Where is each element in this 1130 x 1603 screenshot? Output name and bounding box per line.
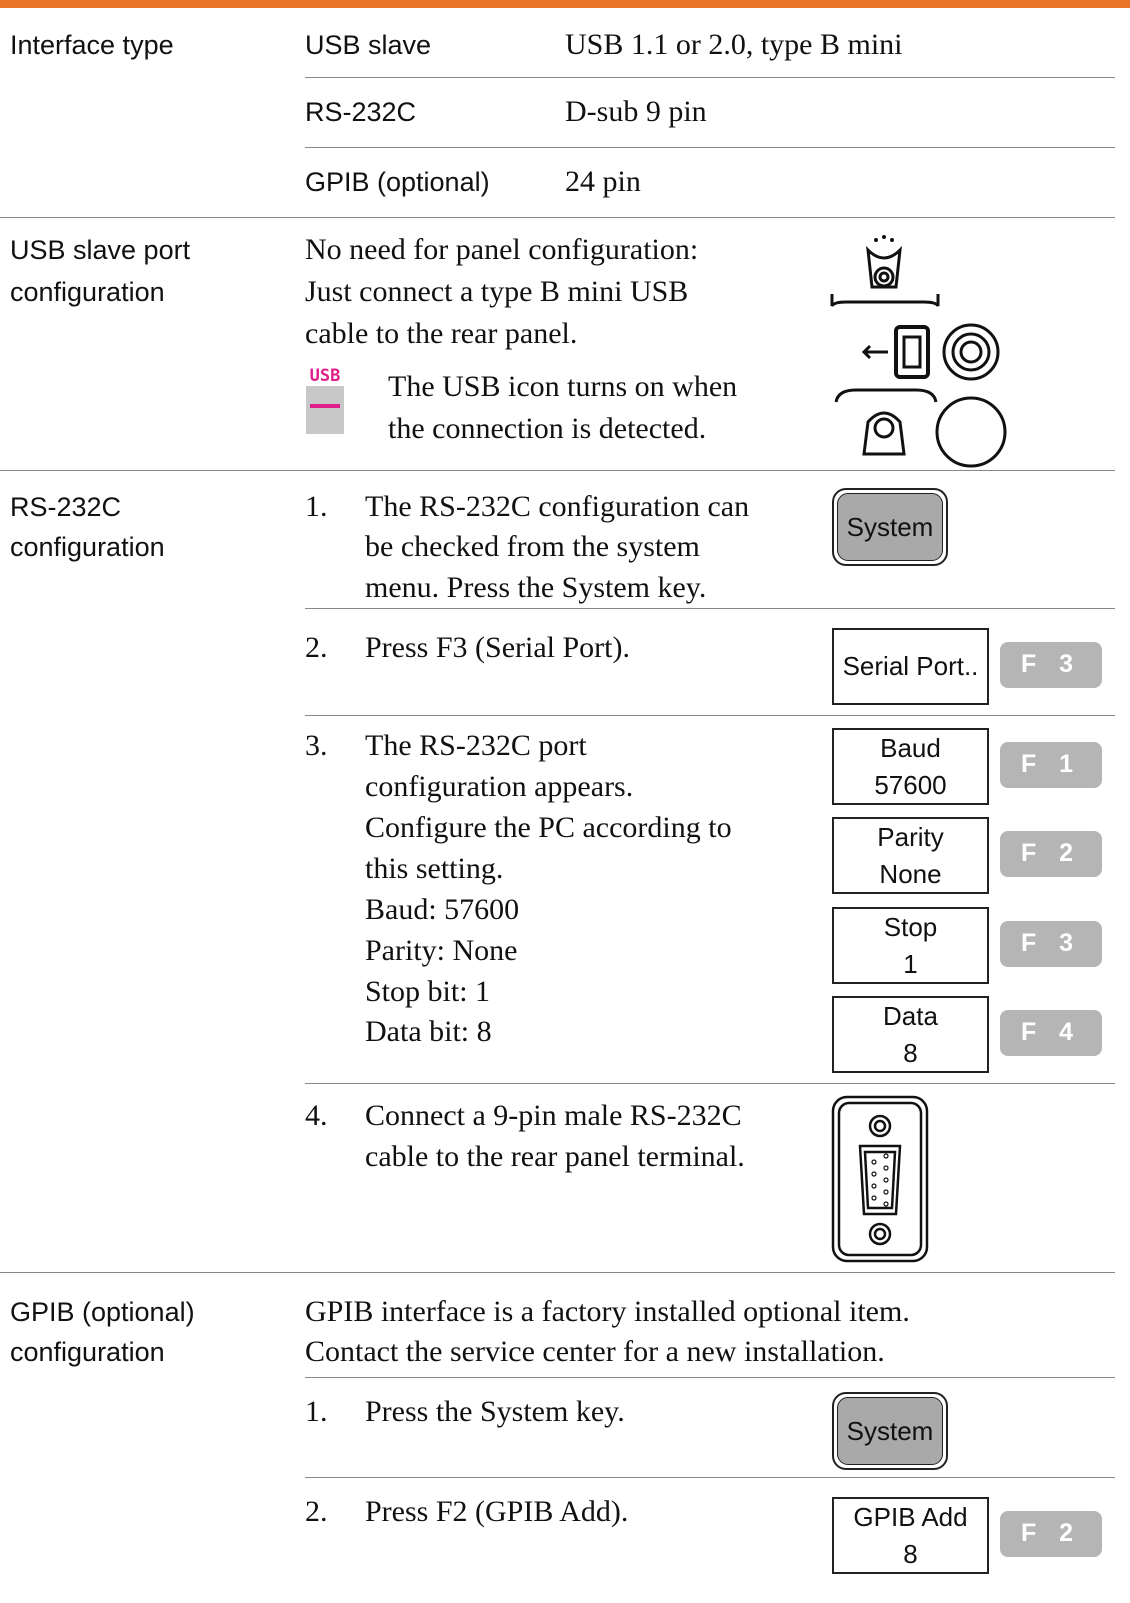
step-text: Configure the PC according to [365, 811, 732, 844]
function-key: F 3 [1000, 920, 1102, 967]
step-text: Stop bit: 1 [365, 975, 491, 1008]
step-number: 3. [305, 729, 328, 762]
row-label: configuration [10, 532, 165, 562]
row-label: RS-232C [10, 492, 122, 522]
softkey-label: 8 [903, 1037, 918, 1068]
row-label: USB slave port [10, 235, 191, 265]
function-key: F 3 [1000, 641, 1102, 688]
function-key: F 2 [1000, 830, 1102, 877]
interface-name: USB slave [305, 30, 432, 60]
softkey-label: Parity [877, 821, 944, 852]
body-text: GPIB interface is a factory installed op… [305, 1295, 910, 1328]
row-label: GPIB (optional) [10, 1297, 195, 1327]
step-text: The RS-232C port [365, 729, 587, 762]
divider [0, 217, 1115, 218]
usb-panel-image [830, 235, 1007, 468]
body-text: Just connect a type B mini USB [305, 275, 689, 308]
softkey: Data 8 [832, 996, 989, 1073]
step-number: 4. [305, 1099, 328, 1132]
interface-name: GPIB (optional) [305, 167, 490, 197]
step-text: menu. Press the System key. [365, 571, 707, 604]
softkey: Stop 1 [832, 907, 989, 984]
function-key: F 1 [1000, 741, 1102, 788]
step-text: Press F2 (GPIB Add). [365, 1495, 629, 1528]
softkey: Parity None [832, 817, 989, 894]
step-text: Data bit: 8 [365, 1015, 492, 1048]
step-text: Baud: 57600 [365, 893, 520, 926]
interface-value: D-sub 9 pin [565, 95, 707, 128]
step-text: Parity: None [365, 934, 518, 967]
softkey-label: GPIB Add [853, 1501, 968, 1532]
divider [305, 715, 1115, 716]
softkey-label: Stop [883, 911, 938, 942]
step-text: cable to the rear panel terminal. [365, 1140, 745, 1173]
step-text: be checked from the system [365, 530, 700, 563]
step-number: 1. [305, 490, 328, 523]
interface-value: 24 pin [565, 165, 641, 198]
softkey-label: Data [883, 1000, 938, 1031]
db9-connector-image [831, 1095, 929, 1263]
step-text: this setting. [365, 852, 504, 885]
softkey-label: 57600 [874, 769, 947, 800]
usb-icon: USB [306, 366, 344, 434]
softkey: Serial Port.. [832, 628, 989, 705]
divider [0, 470, 1115, 471]
key-label: System [837, 493, 943, 561]
note-text: The USB icon turns on when [388, 370, 738, 403]
row-label: Interface type [10, 30, 174, 60]
softkey-label: Serial Port.. [842, 651, 979, 681]
usb-icon-text: USB [306, 366, 344, 386]
divider [305, 608, 1115, 609]
divider [305, 1477, 1115, 1478]
softkey: Baud 57600 [832, 728, 989, 805]
system-key: System [832, 1392, 948, 1470]
divider [305, 147, 1115, 148]
top-bar [0, 0, 1130, 8]
softkey-label: 8 [903, 1538, 918, 1569]
step-text: configuration appears. [365, 770, 634, 803]
step-number: 2. [305, 1495, 328, 1528]
softkey-label: 1 [903, 948, 918, 979]
key-label: System [837, 1397, 943, 1465]
divider [0, 1272, 1115, 1273]
step-text: Press the System key. [365, 1395, 625, 1428]
function-key: F 2 [1000, 1510, 1102, 1557]
divider [305, 1083, 1115, 1084]
body-text: cable to the rear panel. [305, 317, 578, 350]
system-key: System [832, 488, 948, 566]
note-text: the connection is detected. [388, 412, 707, 445]
step-number: 2. [305, 631, 328, 664]
step-number: 1. [305, 1395, 328, 1428]
usb-icon-symbol [310, 404, 340, 408]
row-label: configuration [10, 277, 165, 307]
function-key: F 4 [1000, 1009, 1102, 1056]
softkey: GPIB Add 8 [832, 1497, 989, 1574]
divider [305, 1377, 1115, 1378]
step-text: Connect a 9-pin male RS-232C [365, 1099, 742, 1132]
body-text: No need for panel configuration: [305, 233, 699, 266]
softkey-label: None [879, 858, 942, 889]
softkey-label: Baud [880, 732, 941, 763]
body-text: Contact the service center for a new ins… [305, 1335, 885, 1368]
interface-name: RS-232C [305, 97, 417, 127]
divider [305, 77, 1115, 78]
row-label: configuration [10, 1337, 165, 1367]
interface-value: USB 1.1 or 2.0, type B mini [565, 28, 903, 61]
step-text: Press F3 (Serial Port). [365, 631, 630, 664]
step-text: The RS-232C configuration can [365, 490, 750, 523]
